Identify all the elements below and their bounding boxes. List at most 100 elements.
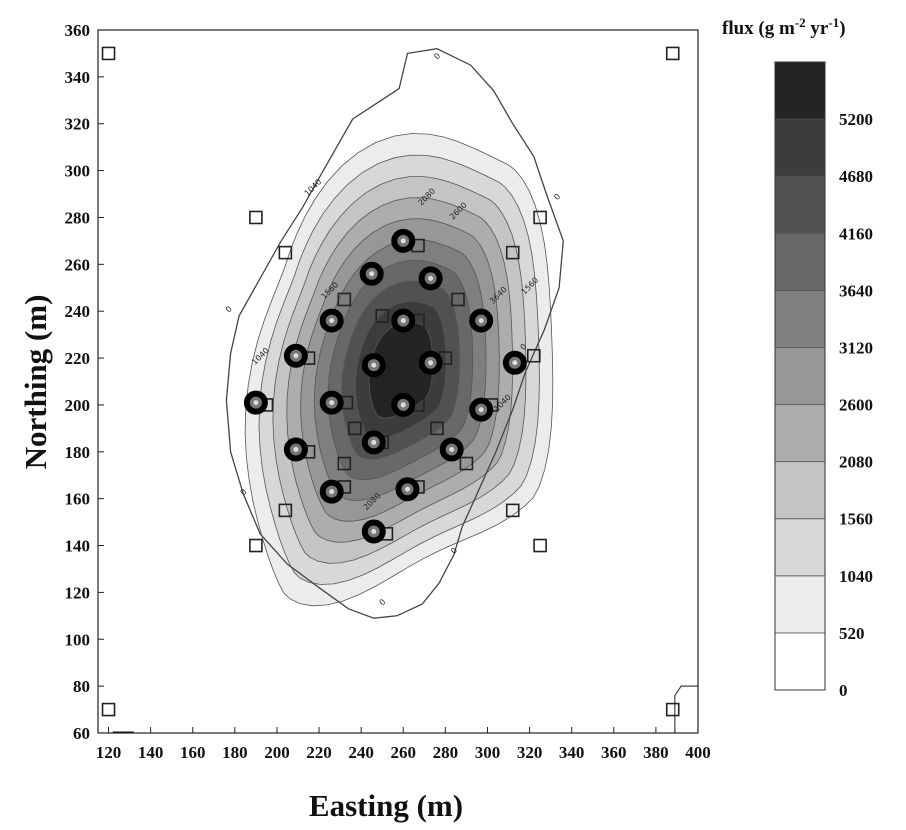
colorbar-swatch [774, 118, 826, 177]
sample-square-marker [278, 503, 293, 518]
y-tick-label: 140 [65, 537, 91, 556]
sample-square-marker [533, 210, 547, 225]
high-flux-ring-center [428, 360, 434, 366]
y-tick-label: 200 [65, 396, 91, 415]
colorbar-title-sup1: -2 [795, 15, 806, 30]
colorbar-label: 1040 [839, 567, 873, 586]
colorbar-label: 3640 [839, 281, 873, 300]
y-tick-label: 220 [65, 349, 91, 368]
high-flux-ring-center [512, 360, 518, 366]
x-tick-label: 120 [96, 743, 122, 762]
y-tick-label: 60 [73, 724, 90, 743]
sample-square-marker [665, 46, 680, 61]
sample-square-marker [375, 377, 390, 391]
x-tick-label: 300 [475, 743, 501, 762]
x-tick-label: 380 [643, 743, 669, 762]
colorbar-swatch [774, 404, 826, 463]
zero-contour-corner [674, 685, 698, 733]
colorbar-label: 0 [839, 681, 848, 700]
x-axis: 120 140 160 180 200 220 240 260 280 300 320 340 360 3… [96, 727, 711, 762]
colorbar-label: 5200 [839, 110, 873, 129]
contour-label: 0 [378, 597, 388, 607]
x-tick-label: 160 [180, 743, 206, 762]
colorbar-title-end: ) [839, 18, 845, 39]
contour-line [258, 154, 540, 585]
x-tick-label: 320 [517, 743, 543, 762]
contour-label: 0 [432, 51, 442, 61]
contour-label: 0 [239, 487, 249, 497]
colorbar-label: 520 [839, 624, 865, 643]
colorbar-label: 3120 [839, 338, 873, 357]
y-tick-label: 340 [65, 68, 91, 87]
x-tick-label: 240 [348, 743, 374, 762]
colorbar-label: 4160 [839, 224, 873, 243]
colorbar-title: flux (g m-2 yr-1) [722, 15, 846, 39]
x-axis-title: Easting (m) [309, 788, 463, 823]
high-flux-ring-center [293, 446, 299, 452]
x-tick-label: 260 [391, 743, 417, 762]
colorbar-title-main: flux (g m [722, 18, 795, 39]
sample-square-marker [459, 456, 474, 471]
x-tick-label: 340 [559, 743, 585, 762]
y-tick-label: 120 [65, 583, 91, 602]
colorbar-label: 2600 [839, 396, 873, 415]
colorbar: 0 520 1040 1560 2080 2600 3120 3640 4160 4680 5200 [774, 61, 873, 700]
x-tick-label: 360 [601, 743, 627, 762]
contour-label: 0 [552, 192, 562, 202]
high-flux-ring-center [478, 318, 484, 324]
contour-line [313, 239, 487, 501]
sample-square-marker [348, 421, 362, 436]
contour-line [300, 218, 500, 522]
contour-label: 0 [449, 546, 459, 556]
high-flux-ring-center [400, 238, 406, 244]
colorbar-swatch [774, 461, 826, 520]
plot-frame [97, 29, 699, 734]
x-tick-label: 200 [264, 743, 290, 762]
colorbar-swatch [774, 232, 826, 291]
colorbar-swatch [774, 518, 826, 577]
colorbar-swatch [774, 61, 826, 120]
y-axis-title: Northing (m) [18, 295, 53, 470]
x-tick-label: 140 [138, 743, 164, 762]
sample-square-marker [505, 245, 520, 260]
colorbar-title-mid: yr [806, 18, 829, 39]
sample-square-marker [249, 210, 263, 225]
y-tick-label: 320 [65, 115, 91, 134]
high-flux-ring-center [369, 271, 375, 277]
y-tick-label: 300 [65, 162, 91, 181]
colorbar-swatch [774, 347, 826, 405]
high-flux-ring-center [371, 528, 377, 534]
sample-square-marker [278, 245, 293, 260]
high-flux-ring-center [371, 362, 377, 368]
y-tick-label: 80 [73, 677, 90, 696]
x-tick-label: 280 [433, 743, 459, 762]
colorbar-frame [774, 61, 826, 691]
colorbar-swatch [774, 289, 826, 348]
colorbar-label: 1560 [839, 510, 873, 529]
high-flux-ring-center [404, 486, 410, 492]
high-flux-ring-center [400, 318, 406, 324]
high-flux-ring-center [329, 400, 335, 406]
high-flux-ring-center [293, 353, 299, 359]
sample-square-marker [451, 292, 465, 307]
colorbar-label: 2080 [839, 453, 873, 472]
x-tick-label: 180 [222, 743, 248, 762]
sample-square-marker [526, 348, 541, 363]
contour-band [369, 321, 433, 418]
sample-square-marker [375, 309, 390, 323]
contour-label: 0 [224, 304, 234, 314]
colorbar-label: 4680 [839, 167, 873, 186]
high-flux-ring-center [449, 446, 455, 452]
high-flux-ring-center [253, 400, 259, 406]
contour-line [368, 321, 434, 419]
colorbar-swatch [774, 632, 826, 691]
contour-line [327, 259, 474, 481]
sample-square-marker [249, 538, 263, 553]
contour-line [244, 133, 554, 607]
high-flux-ring-center [428, 275, 434, 281]
colorbar-swatch [774, 175, 826, 234]
contour-line [272, 176, 527, 564]
sample-square-marker [533, 538, 547, 553]
y-tick-label: 160 [65, 490, 91, 509]
